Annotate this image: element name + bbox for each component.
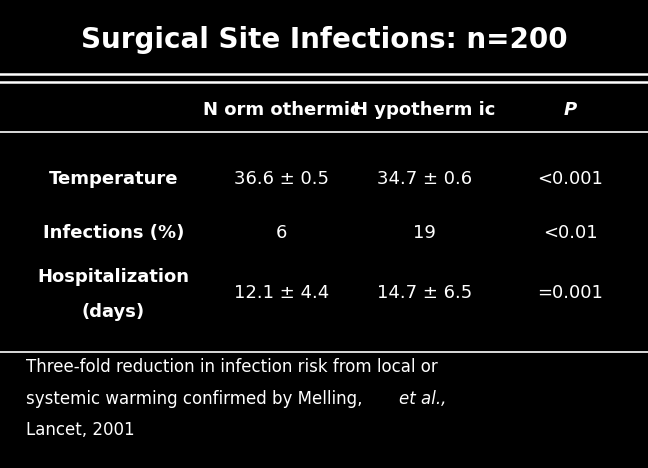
Text: Lancet, 2001: Lancet, 2001	[26, 421, 135, 439]
Text: 36.6 ± 0.5: 36.6 ± 0.5	[235, 170, 329, 188]
Text: Hospitalization: Hospitalization	[38, 268, 189, 286]
Text: Infections (%): Infections (%)	[43, 224, 184, 241]
Text: <0.01: <0.01	[543, 224, 597, 241]
Text: (days): (days)	[82, 303, 145, 321]
Text: 6: 6	[276, 224, 288, 241]
Text: Temperature: Temperature	[49, 170, 178, 188]
Text: et al.,: et al.,	[399, 390, 446, 408]
Text: 34.7 ± 0.6: 34.7 ± 0.6	[377, 170, 472, 188]
Text: <0.001: <0.001	[537, 170, 603, 188]
Text: Three-fold reduction in infection risk from local or: Three-fold reduction in infection risk f…	[26, 358, 437, 376]
Text: Surgical Site Infections: n=200: Surgical Site Infections: n=200	[81, 26, 567, 54]
Text: 12.1 ± 4.4: 12.1 ± 4.4	[235, 285, 329, 302]
Text: 14.7 ± 6.5: 14.7 ± 6.5	[377, 285, 472, 302]
Text: systemic warming confirmed by Melling,: systemic warming confirmed by Melling,	[26, 390, 367, 408]
Text: =0.001: =0.001	[537, 285, 603, 302]
Text: 19: 19	[413, 224, 436, 241]
Text: P: P	[564, 101, 577, 119]
Text: N orm othermic: N orm othermic	[203, 101, 361, 119]
Text: H ypotherm ic: H ypotherm ic	[353, 101, 496, 119]
